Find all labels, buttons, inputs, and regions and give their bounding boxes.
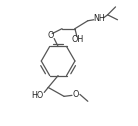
Text: O: O bbox=[47, 31, 53, 40]
Text: O: O bbox=[73, 90, 79, 99]
Text: NH: NH bbox=[93, 14, 105, 23]
Text: OH: OH bbox=[72, 35, 84, 44]
Text: HO: HO bbox=[31, 91, 43, 100]
